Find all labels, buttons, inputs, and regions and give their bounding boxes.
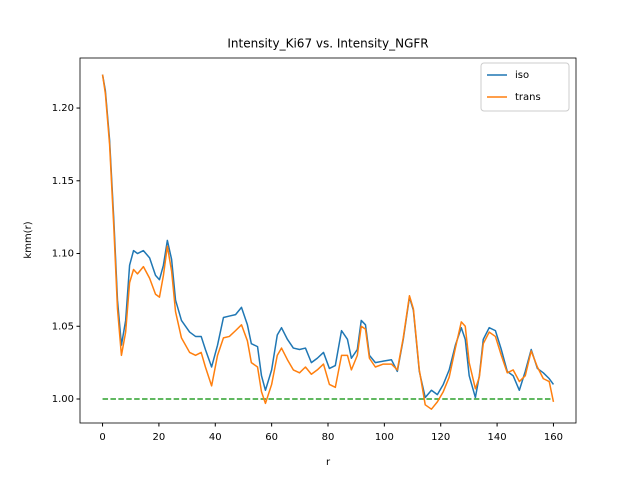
y-tick-label: 1.15 [52,176,74,187]
x-tick-label: 20 [153,432,166,443]
x-tick-label: 120 [431,432,450,443]
line-series [101,74,555,410]
y-axis-label: kmm(r) [23,221,34,258]
y-tick-label: 1.10 [52,249,74,260]
x-tick-label: 80 [322,432,335,443]
x-axis-label: r [326,457,331,468]
y-tick-label: 1.00 [52,394,74,405]
y-tick-label: 1.05 [52,321,74,332]
chart-title: Intensity_Ki67 vs. Intensity_NGFR [227,37,428,51]
x-tick-label: 160 [544,432,563,443]
legend-label: iso [515,70,529,81]
x-tick-label: 0 [99,432,105,443]
x-tick-label: 60 [265,432,278,443]
x-tick-label: 140 [488,432,507,443]
legend-label: trans [515,92,541,103]
plot-frame [79,57,577,424]
y-tick-label: 1.20 [52,103,74,114]
line-series [101,74,555,399]
x-tick-label: 100 [375,432,394,443]
x-tick-label: 40 [209,432,222,443]
